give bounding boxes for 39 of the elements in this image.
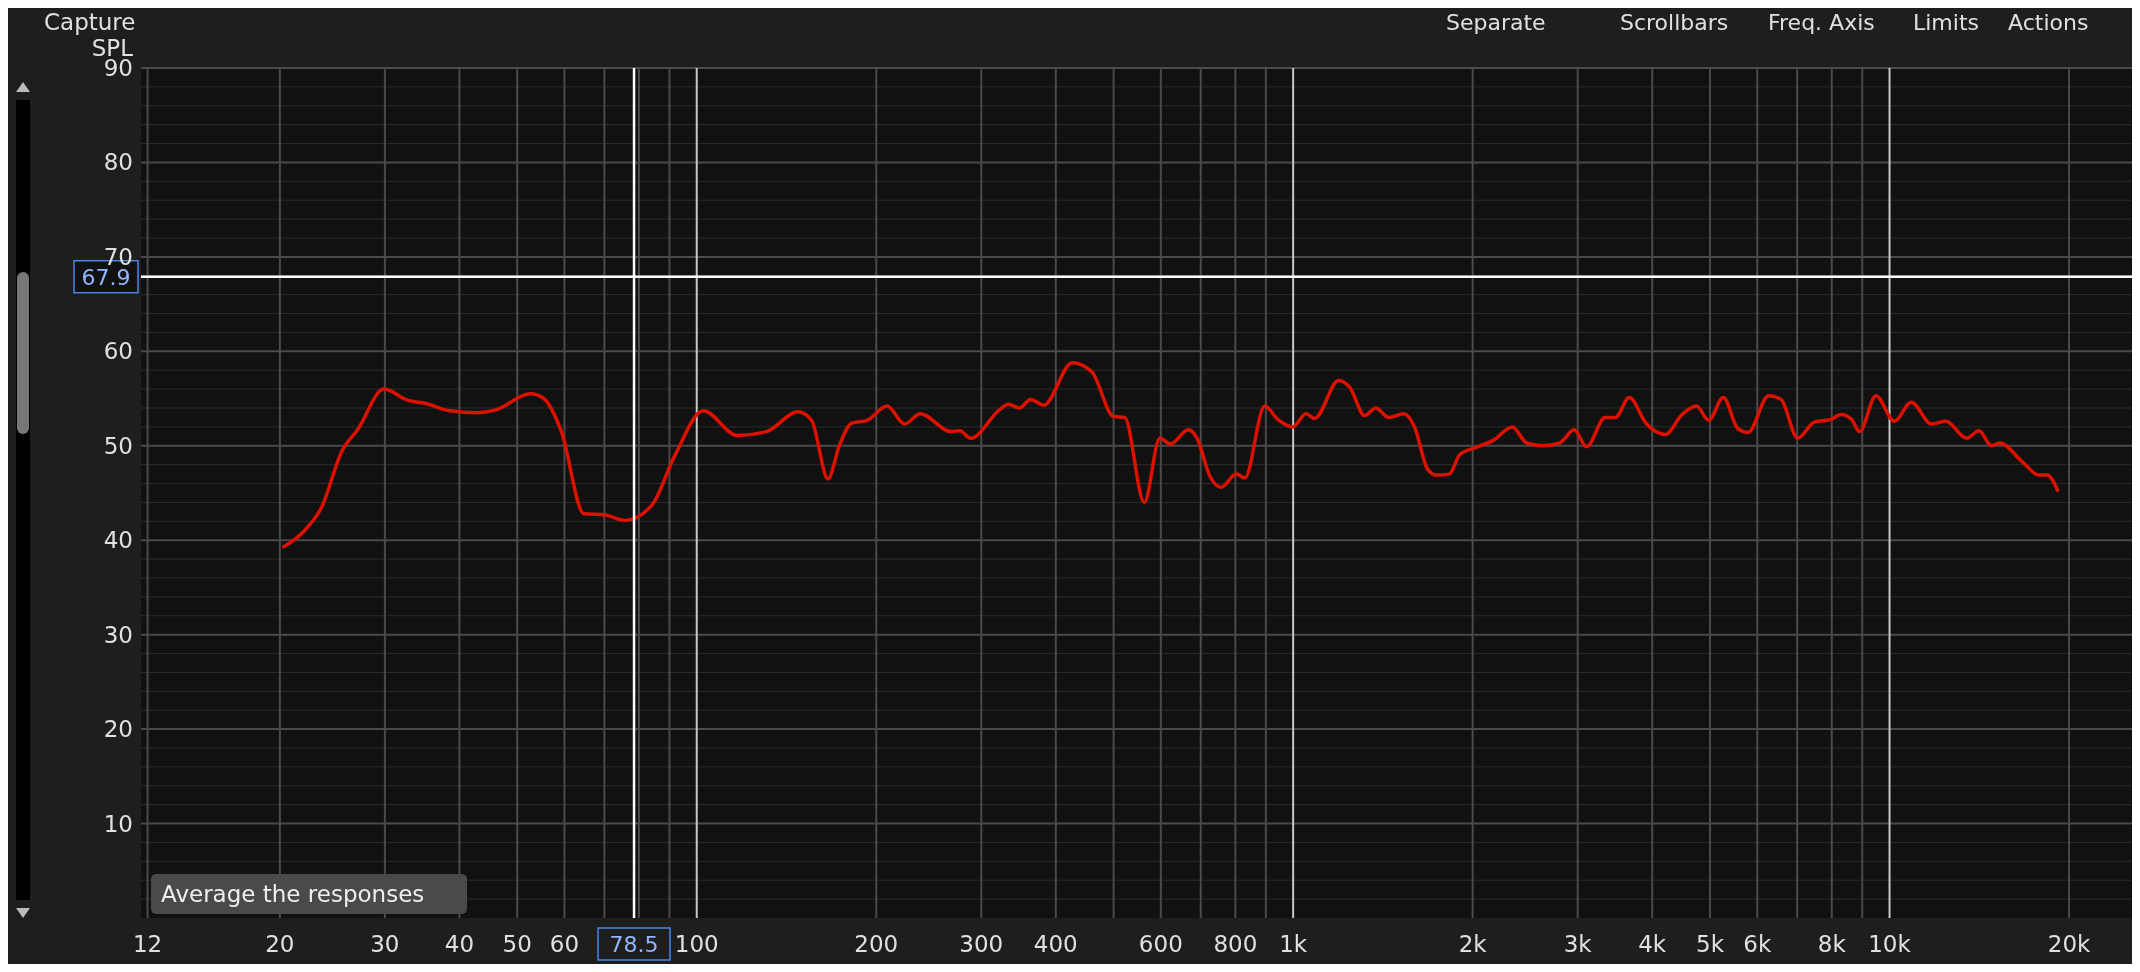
x-tick-label: 1k (1279, 931, 1308, 957)
ref-line-label: 67.9 (81, 264, 131, 290)
x-tick-label: 400 (1033, 931, 1078, 957)
x-tick-label: 2k (1458, 931, 1488, 957)
y-tick-label: 30 (103, 621, 133, 648)
x-tick-label: 20k (2047, 931, 2092, 957)
x-tick-label: 60 (549, 931, 580, 957)
x-tick-label: 200 (854, 931, 899, 957)
x-tick-label: 3k (1563, 931, 1593, 957)
y-tick-label: 20 (103, 716, 133, 743)
y-tick-label: 40 (103, 527, 133, 554)
x-tick-label: 100 (674, 931, 719, 957)
y-tick-label: 10 (103, 810, 133, 837)
x-tick-label: 20 (265, 931, 295, 957)
text: Limits (1913, 10, 1979, 35)
x-tick-label: 6k (1743, 931, 1772, 957)
x-tick-label: 600 (1138, 931, 1183, 957)
annotation: Average the responses (161, 881, 425, 907)
text: Scrollbars (1620, 10, 1729, 35)
x-tick-label: 50 (502, 931, 532, 957)
x-tick-label: 10k (1868, 931, 1912, 957)
x-tick-label: 5k (1696, 931, 1725, 957)
y-tick-label: 90 (103, 55, 133, 81)
button: Average the responses (151, 874, 467, 914)
y-tick-label: 80 (103, 149, 133, 176)
x-tick-label: 12 (132, 931, 163, 957)
x-tick-label: 30 (370, 931, 400, 957)
ref-line-label: 78.5 (609, 932, 659, 957)
x-tick-label: 8k (1817, 931, 1847, 957)
text: Freq. Axis (1768, 10, 1875, 35)
y-tick-label: 50 (103, 432, 133, 459)
x-tick-label: 800 (1213, 931, 1258, 957)
y-tick-label: 60 (103, 338, 133, 365)
x-tick-label: 4k (1638, 931, 1667, 957)
text: Capture (44, 9, 136, 35)
text: Actions (2008, 10, 2089, 35)
x-tick-label: 40 (444, 931, 475, 957)
text: Separate (1446, 10, 1546, 35)
x-tick-label: 300 (959, 931, 1004, 957)
